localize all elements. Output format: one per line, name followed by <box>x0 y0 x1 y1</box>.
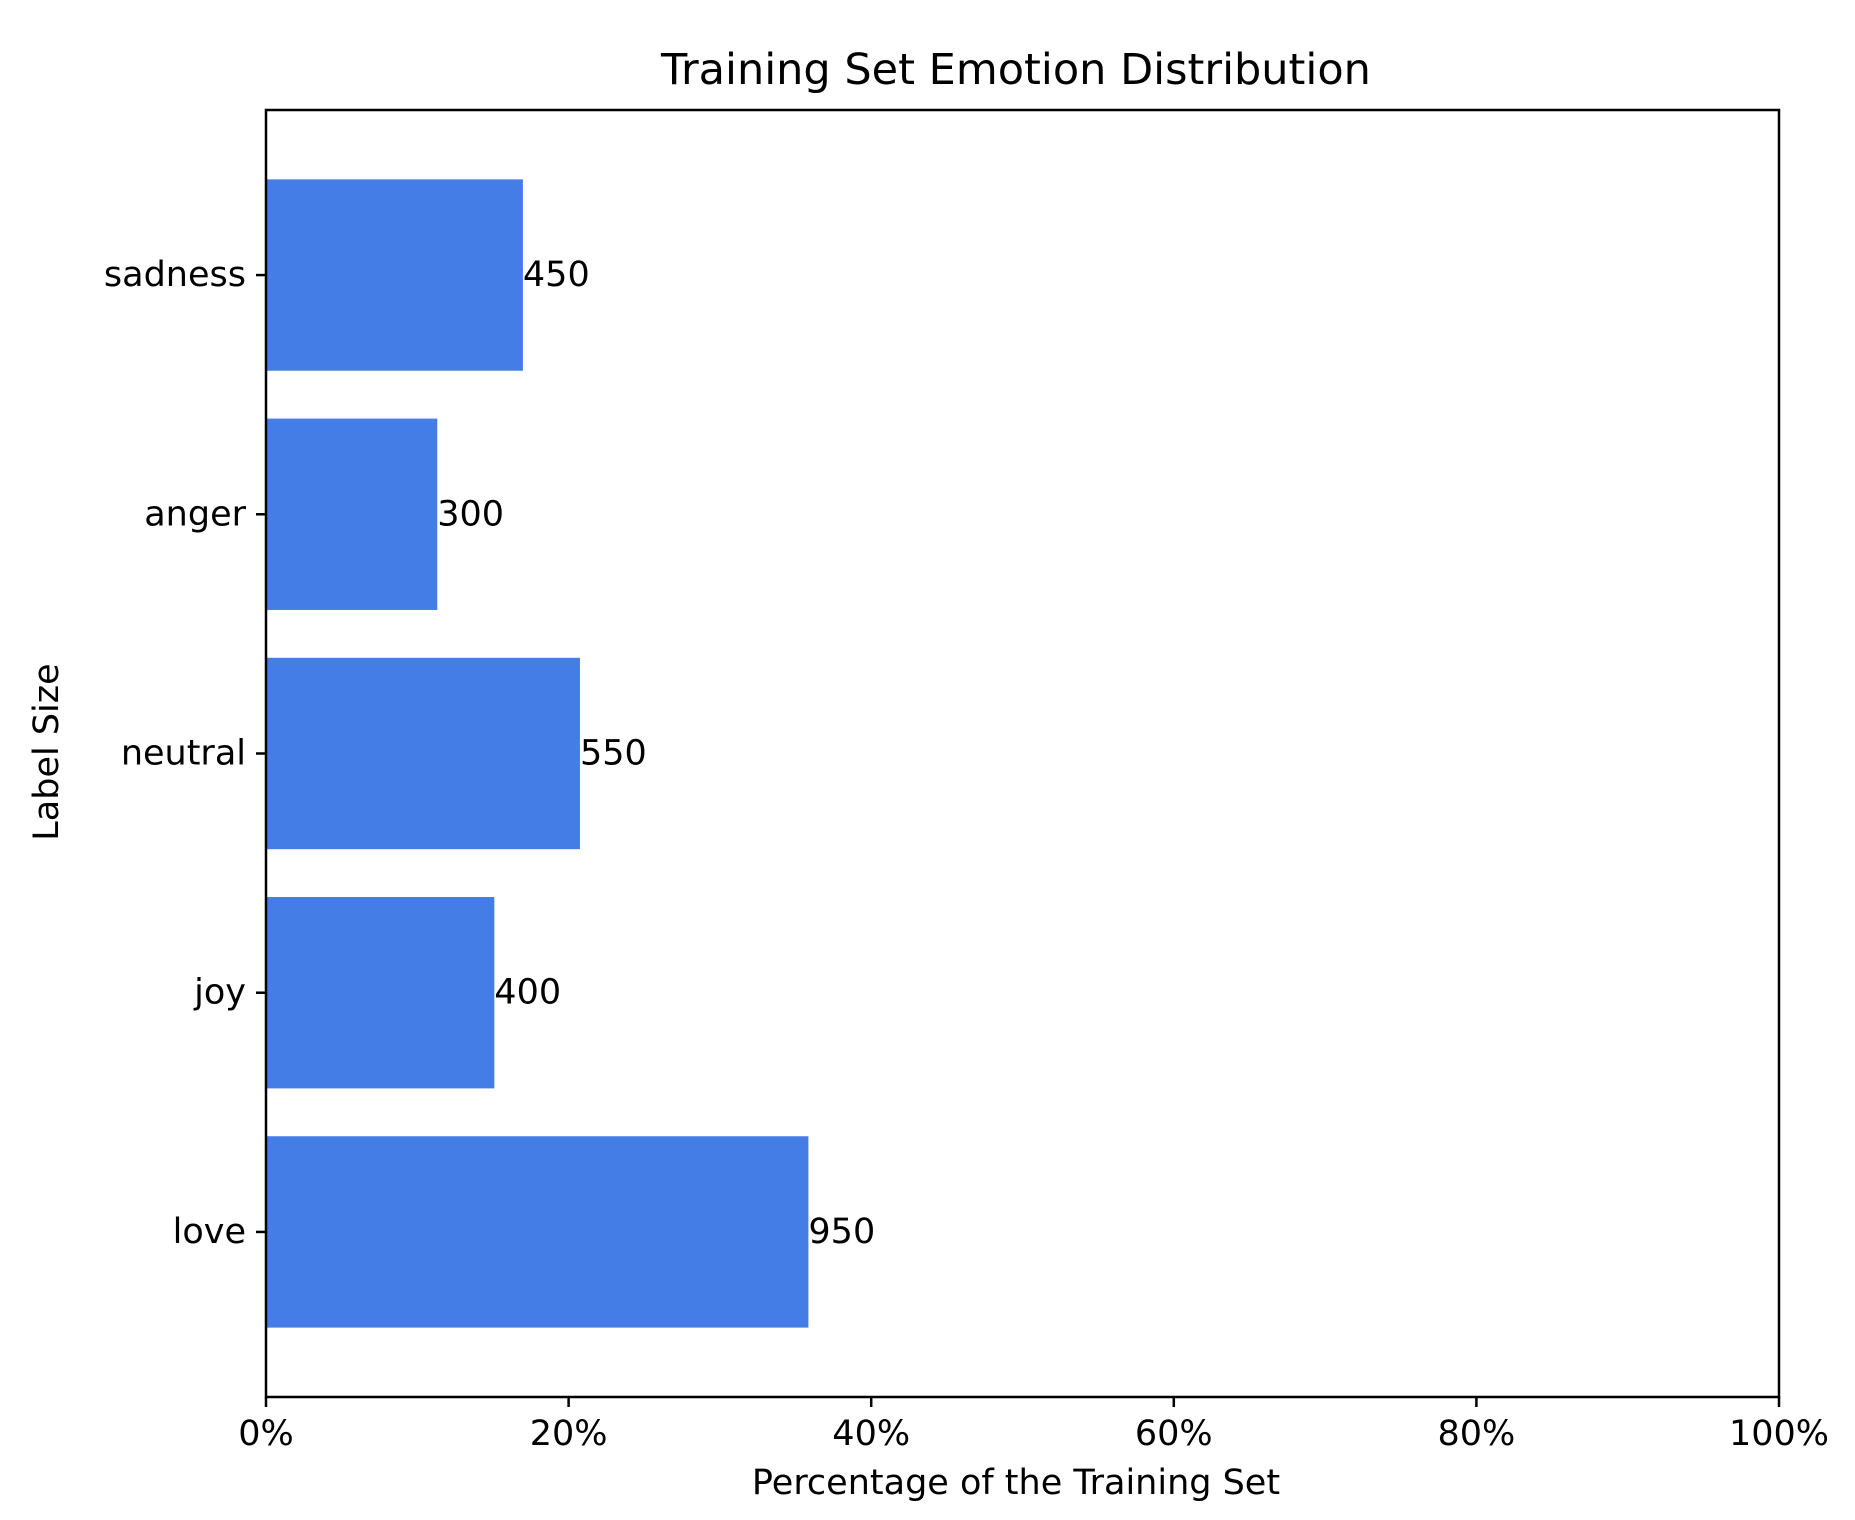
x-axis-label: Percentage of the Training Set <box>752 1463 1280 1503</box>
y-tick-label-neutral: neutral <box>121 734 246 774</box>
y-axis: sadness anger neutral joy love <box>104 255 266 1252</box>
bar-labels-group: 450 300 550 400 950 <box>437 255 875 1252</box>
bar-sadness <box>266 179 523 371</box>
data-label-neutral: 550 <box>580 734 647 774</box>
y-tick-label-sadness: sadness <box>104 255 246 295</box>
y-tick-label-anger: anger <box>144 494 246 534</box>
x-axis: 0% 20% 40% 60% 80% 100% <box>238 1397 1829 1454</box>
y-axis-label: Label Size <box>27 663 67 840</box>
chart-title: Training Set Emotion Distribution <box>660 45 1371 95</box>
x-tick-label-40: 40% <box>832 1414 910 1454</box>
bar-joy <box>266 897 495 1089</box>
y-tick-label-love: love <box>173 1212 246 1252</box>
x-tick-label-60: 60% <box>1135 1414 1213 1454</box>
bar-neutral <box>266 657 580 850</box>
bar-anger <box>266 418 438 610</box>
data-label-joy: 400 <box>494 973 561 1013</box>
x-tick-label-100: 100% <box>1729 1414 1829 1454</box>
data-label-anger: 300 <box>437 494 504 534</box>
bar-love <box>266 1136 809 1328</box>
data-label-sadness: 450 <box>523 255 590 295</box>
y-tick-label-joy: joy <box>193 973 246 1013</box>
data-label-love: 950 <box>808 1212 875 1252</box>
x-tick-label-0: 0% <box>238 1414 294 1454</box>
bars-group <box>266 179 809 1328</box>
x-tick-label-80: 80% <box>1438 1414 1516 1454</box>
x-tick-label-20: 20% <box>530 1414 608 1454</box>
plot-frame <box>264 108 1781 1399</box>
